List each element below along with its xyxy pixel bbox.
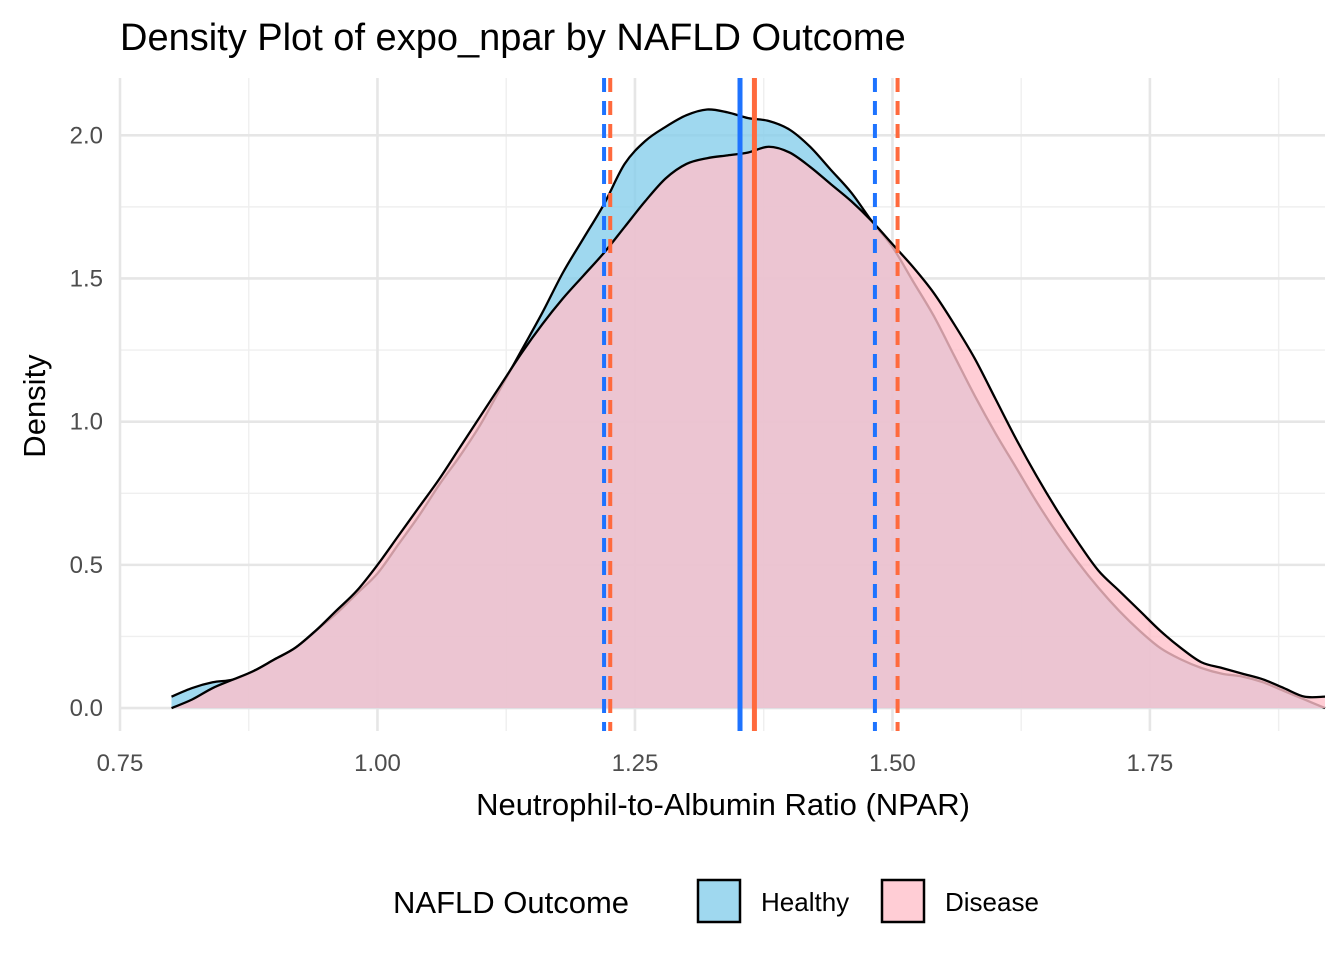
legend: NAFLD Outcome Healthy Disease <box>393 878 1039 924</box>
y-axis-title: Density <box>17 354 52 458</box>
x-tick-label: 1.25 <box>612 750 659 777</box>
x-axis-title: Neutrophil-to-Albumin Ratio (NPAR) <box>476 787 970 822</box>
reference-lines <box>602 78 900 731</box>
y-tick-label: 1.5 <box>70 265 103 292</box>
chart-title: Density Plot of expo_npar by NAFLD Outco… <box>120 17 906 59</box>
legend-key-disease <box>880 878 926 924</box>
y-axis-ticks: 0.0 0.5 1.0 1.5 2.0 <box>70 122 103 722</box>
x-tick-label: 1.50 <box>869 750 916 777</box>
density-areas <box>171 108 1326 710</box>
legend-label-disease: Disease <box>945 887 1039 917</box>
x-tick-label: 1.00 <box>354 750 401 777</box>
y-tick-label: 0.0 <box>70 695 103 722</box>
legend-title: NAFLD Outcome <box>393 885 629 920</box>
y-tick-label: 0.5 <box>70 552 103 579</box>
y-tick-label: 1.0 <box>70 409 103 436</box>
legend-label-healthy: Healthy <box>761 887 849 917</box>
density-area-disease <box>171 146 1325 709</box>
x-tick-label: 0.75 <box>97 750 144 777</box>
legend-key-healthy <box>696 878 742 924</box>
y-tick-label: 2.0 <box>70 122 103 149</box>
x-axis-ticks: 0.75 1.00 1.25 1.50 1.75 <box>97 750 1174 777</box>
x-tick-label: 1.75 <box>1127 750 1174 777</box>
density-line-disease <box>171 145 1326 710</box>
